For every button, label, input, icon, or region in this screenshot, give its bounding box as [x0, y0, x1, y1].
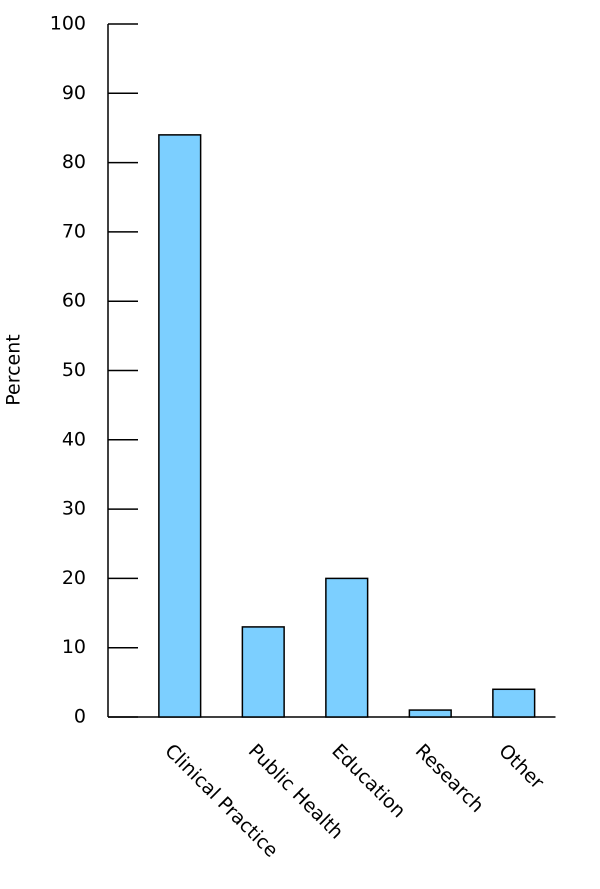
y-tick-label: 0 — [74, 706, 86, 728]
bar — [158, 134, 202, 718]
x-tick-label: Education — [327, 740, 409, 822]
bar — [241, 626, 285, 718]
x-tick-label: Research — [411, 740, 488, 817]
y-axis-label: Percent — [3, 334, 25, 406]
y-tick-label: 100 — [50, 13, 86, 35]
bar — [492, 688, 536, 718]
y-tick-label: 10 — [62, 636, 86, 658]
bar — [325, 577, 369, 718]
y-tick-label: 40 — [62, 428, 86, 450]
x-tick-label: Other — [494, 740, 548, 794]
y-tick-label: 80 — [62, 151, 86, 173]
y-tick-label: 70 — [62, 220, 86, 242]
y-tick-label: 20 — [62, 567, 86, 589]
y-tick-label: 30 — [62, 498, 86, 520]
bar — [408, 709, 452, 718]
y-tick-label: 50 — [62, 359, 86, 381]
y-tick-label: 60 — [62, 290, 86, 312]
y-tick-label: 90 — [62, 82, 86, 104]
